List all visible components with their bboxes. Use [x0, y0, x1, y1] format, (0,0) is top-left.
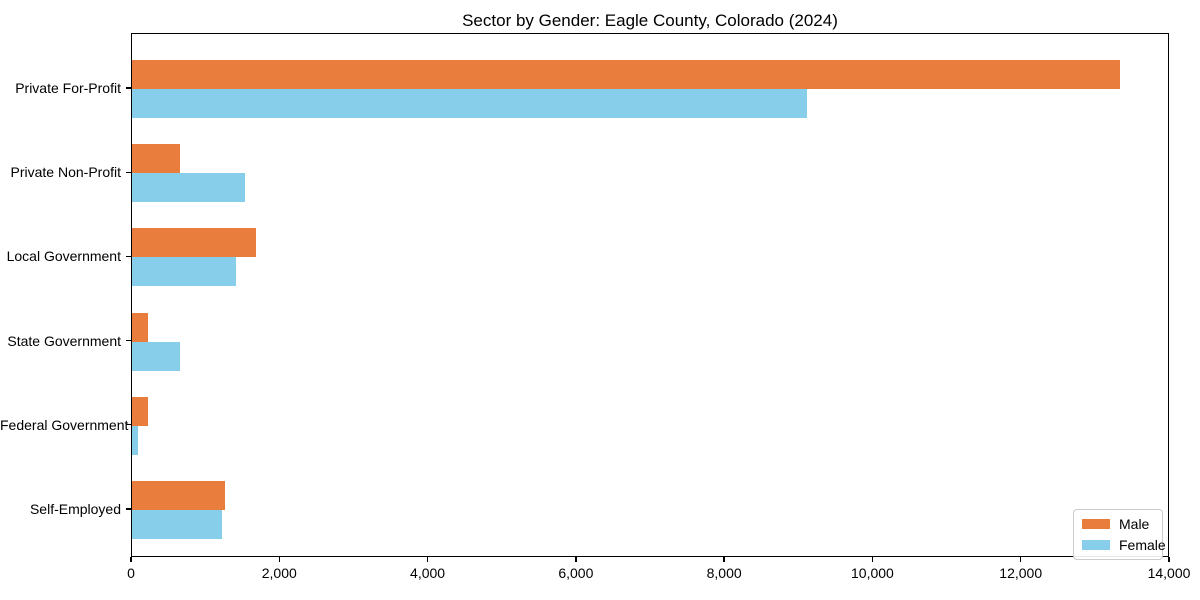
x-tick-mark [871, 557, 874, 562]
x-tick-label-6000: 6,000 [558, 565, 594, 581]
bar-female-state-government [132, 341, 181, 371]
x-tick-label-4000: 4,000 [410, 565, 446, 581]
male-series-swatch [1082, 519, 1110, 529]
y-tick-mark [126, 339, 131, 342]
x-tick-label-14000: 14,000 [1147, 565, 1191, 581]
plot-area [131, 33, 1169, 557]
x-tick-mark [723, 557, 725, 562]
y-tick-label-federal-government: Federal Government [0, 416, 129, 433]
legend-row-female: Female [1082, 537, 1166, 553]
x-tick-label-10000: 10,000 [851, 565, 894, 581]
x-tick-label-0: 0 [127, 565, 135, 581]
y-tick-mark [126, 171, 131, 173]
female-series-swatch [1082, 540, 1110, 550]
y-tick-mark [126, 508, 131, 510]
x-tick-mark [1020, 557, 1022, 562]
bar-female-private-non-profit [132, 173, 246, 203]
y-tick-label-local-government: Local Government [6, 248, 121, 265]
bar-male-federal-government [132, 396, 148, 426]
bar-male-local-government [132, 228, 256, 258]
y-tick-label-private-for-profit: Private For-Profit [15, 80, 121, 96]
x-tick-mark [426, 557, 429, 562]
legend-row-male: Male [1082, 516, 1154, 532]
legend: Male Female [1073, 509, 1166, 560]
bar-female-private-for-profit [132, 89, 808, 118]
legend-label-female: Female [1119, 537, 1166, 553]
bar-male-self-employed [132, 481, 225, 510]
x-tick-mark [1168, 557, 1170, 562]
y-tick-label-self-employed: Self-Employed [29, 501, 121, 517]
chart-title: Sector by Gender: Eagle County, Colorado… [462, 11, 838, 30]
y-tick-label-private-non-profit: Private Non-Profit [10, 164, 121, 181]
y-tick-mark [126, 255, 131, 258]
bar-male-state-government [132, 312, 149, 342]
bar-male-private-for-profit [132, 60, 1121, 89]
x-tick-label-12000: 12,000 [999, 565, 1043, 581]
bar-male-private-non-profit [132, 144, 181, 174]
x-tick-label-8000: 8,000 [706, 565, 742, 581]
legend-label-male: Male [1119, 516, 1150, 532]
x-tick-label-2000: 2,000 [261, 565, 297, 581]
y-tick-mark [126, 87, 131, 89]
x-tick-mark [278, 557, 280, 562]
bar-female-self-employed [132, 510, 223, 539]
x-tick-mark [130, 557, 132, 562]
y-tick-mark [126, 424, 131, 426]
y-tick-label-state-government: State Government [7, 332, 121, 349]
bar-female-federal-government [132, 425, 138, 455]
x-tick-mark [575, 557, 577, 562]
bar-female-local-government [132, 257, 236, 287]
